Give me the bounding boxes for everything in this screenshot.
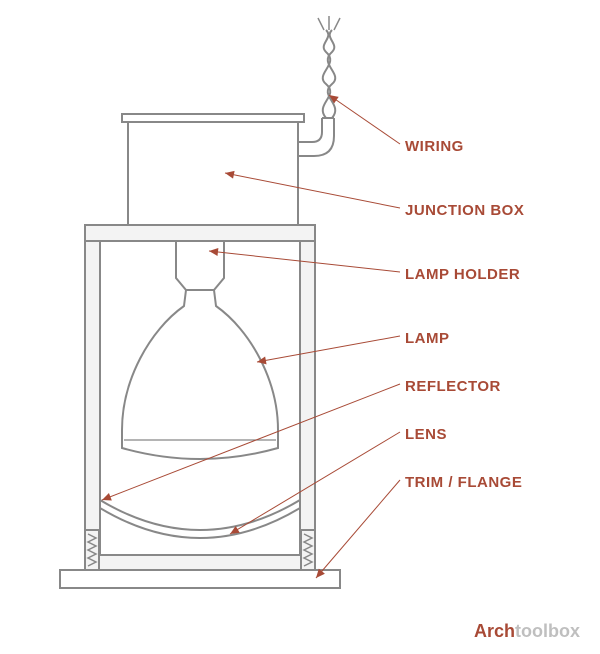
label-lamp: LAMP (405, 330, 450, 347)
footer-logo: Archtoolbox (474, 621, 580, 642)
label-junction-box: JUNCTION BOX (405, 202, 524, 219)
footer-brand: Arch (474, 621, 515, 641)
footer-rest: toolbox (515, 621, 580, 641)
label-trim-flange: TRIM / FLANGE (405, 474, 522, 491)
label-reflector: REFLECTOR (405, 378, 501, 395)
label-wiring: WIRING (405, 138, 464, 155)
label-lamp-holder: LAMP HOLDER (405, 266, 520, 283)
label-lens: LENS (405, 426, 447, 443)
recessed-light-diagram (0, 0, 600, 654)
